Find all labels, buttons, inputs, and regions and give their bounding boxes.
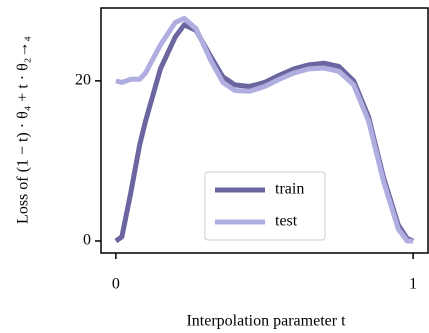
y-axis-label: Loss of (1 − t) · θ₄ + t · θ₂→₄ xyxy=(15,36,32,224)
line xyxy=(115,15,414,244)
plot-frame xyxy=(100,7,429,254)
y-tick-label: 0 xyxy=(83,232,91,249)
x-axis-label: Interpolation parameter t xyxy=(186,313,346,330)
y-tick-label: 20 xyxy=(75,72,91,89)
legend-label: test xyxy=(275,213,298,230)
legend-label: train xyxy=(275,181,304,198)
legend-box xyxy=(204,171,326,241)
x-tick-label: 0 xyxy=(112,276,120,293)
x-tick-label: 1 xyxy=(409,276,417,293)
